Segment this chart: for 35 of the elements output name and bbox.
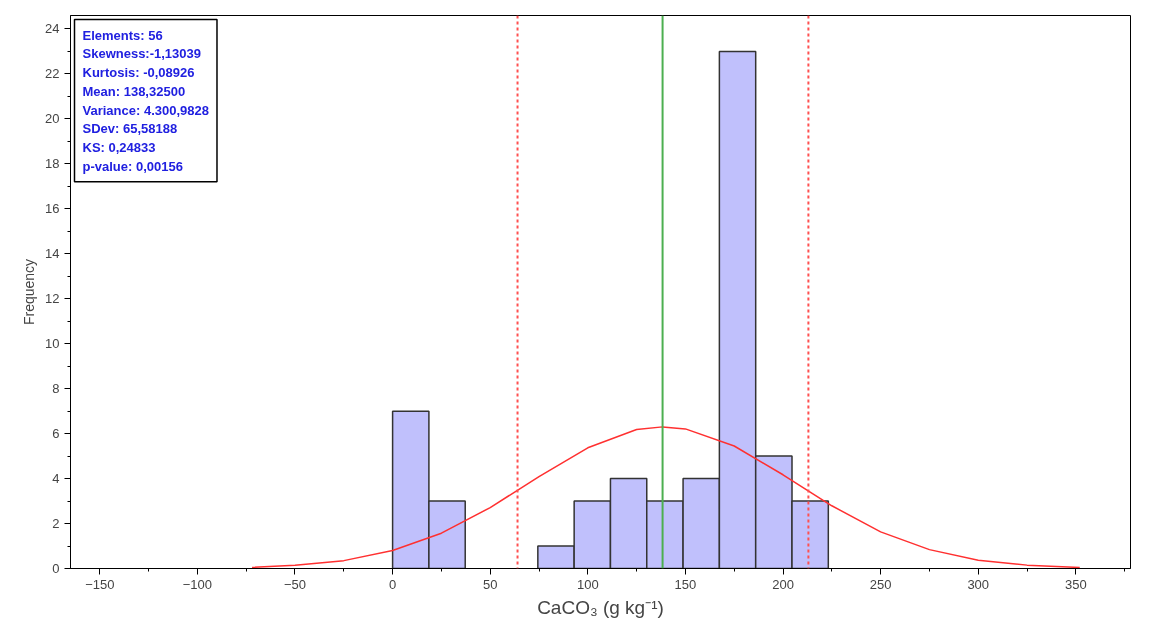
y-tick-label: 0 xyxy=(52,561,60,576)
y-tick-label: 8 xyxy=(52,381,60,397)
annotation: Elements: 56 xyxy=(82,27,163,43)
x-tick-label: −150 xyxy=(85,576,115,592)
annotation: SDev: 65,58188 xyxy=(82,121,178,137)
annotation: Variance: 4.300,9828 xyxy=(82,102,209,118)
x-tick-label: 50 xyxy=(482,576,498,592)
y-tick-label: 4 xyxy=(52,471,60,487)
x-tick-label: 350 xyxy=(1065,576,1087,592)
y-tick-label: 22 xyxy=(45,66,60,82)
x-axis-title: CaCO₃ (g kg⁻¹) xyxy=(537,596,664,618)
y-tick-label: 14 xyxy=(45,246,60,262)
annotation: Mean: 138,32500 xyxy=(82,83,186,99)
y-tick-label: 2 xyxy=(52,516,60,532)
annotation: KS: 0,24833 xyxy=(82,140,156,155)
line-series xyxy=(251,426,1081,569)
y-tick-label: 12 xyxy=(45,291,60,307)
y-tick-label: 20 xyxy=(45,111,60,127)
annotation: Skewness:-1,13039 xyxy=(82,46,202,62)
y-tick-label: 18 xyxy=(45,156,60,172)
x-tick-label: 300 xyxy=(967,576,990,592)
x-tick-label: 200 xyxy=(772,576,794,592)
x-tick-label: −100 xyxy=(182,576,213,592)
x-tick-label: 250 xyxy=(869,576,892,592)
x-tick-label: 0 xyxy=(388,576,397,592)
x-tick-label: 100 xyxy=(576,576,599,592)
y-tick-label: 6 xyxy=(52,426,60,442)
y-tick-label: 16 xyxy=(45,201,60,217)
y-tick-label: 10 xyxy=(45,336,60,352)
y-tick-label: 24 xyxy=(45,21,60,37)
y-axis-title: Frequency xyxy=(21,258,38,326)
annotation: p-value: 0,00156 xyxy=(82,158,183,174)
annotation: Kurtosis: -0,08926 xyxy=(82,65,195,80)
x-tick-label: −50 xyxy=(283,576,307,592)
x-tick-label: 150 xyxy=(674,576,697,592)
